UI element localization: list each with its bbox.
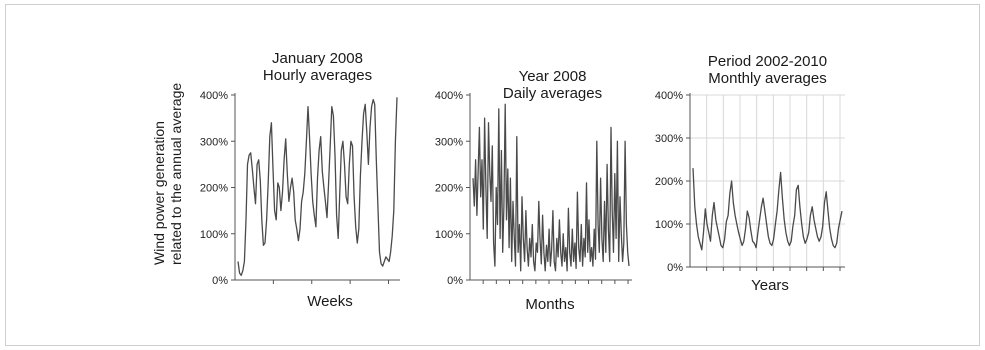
- chart-2-series-line: [472, 103, 630, 272]
- chart-3-y-tick-label: 200%: [655, 176, 683, 188]
- chart-2-title: Year 2008 Daily averages: [465, 68, 640, 102]
- chart-2-y-tick-label: 400%: [435, 90, 463, 102]
- chart-3-y-tick-label: 400%: [655, 90, 683, 102]
- chart-1-y-tick-label: 100%: [200, 229, 228, 241]
- chart-3-title-line-1: Period 2002-2010: [707, 53, 828, 70]
- chart-1-x-axis-label: Weeks: [307, 293, 353, 310]
- y-axis-label-line-2: related to the annual average: [168, 82, 184, 265]
- y-axis-label-line-1: Wind power generation: [151, 121, 167, 265]
- chart-2-title-line-1: Year 2008: [518, 68, 587, 85]
- chart-1-y-tick-label: 300%: [200, 136, 228, 148]
- chart-3-x-axis-label: Years: [751, 277, 789, 294]
- y-axis-label: Wind power generation related to the ann…: [151, 83, 185, 265]
- chart-2-y-tick-label: 0%: [447, 275, 463, 287]
- chart-1-y-tick-label: 200%: [200, 183, 228, 195]
- chart-3-title: Period 2002-2010 Monthly averages: [675, 53, 860, 87]
- chart-2-title-line-2: Daily averages: [502, 85, 603, 102]
- chart-1-plot: 0% 100% 200% 300% 400%: [200, 90, 400, 287]
- chart-1-y-tick-label: 400%: [200, 90, 228, 102]
- chart-3-title-line-2: Monthly averages: [708, 70, 827, 87]
- chart-3-series-line: [692, 168, 843, 251]
- chart-3-y-tick-label: 100%: [655, 219, 683, 231]
- chart-2-plot: 0% 100% 200% 300% 400%: [435, 90, 632, 287]
- chart-1-title-line-2: Hourly averages: [262, 67, 373, 84]
- chart-2-y-tick-label: 100%: [435, 229, 463, 241]
- chart-3-plot: 0% 100% 200% 300% 400%: [655, 90, 845, 274]
- chart-2-y-tick-label: 300%: [435, 136, 463, 148]
- chart-1-series-line: [237, 97, 398, 277]
- chart-2-y-tick-label: 200%: [435, 183, 463, 195]
- chart-3-y-tick-label: 300%: [655, 133, 683, 145]
- chart-1-y-tick-label: 0%: [212, 275, 228, 287]
- chart-1-title: January 2008 Hourly averages: [230, 50, 405, 84]
- chart-2-x-axis-label: Months: [525, 296, 575, 313]
- chart-3-y-tick-label: 0%: [667, 262, 683, 274]
- chart-1-title-line-1: January 2008: [272, 50, 363, 67]
